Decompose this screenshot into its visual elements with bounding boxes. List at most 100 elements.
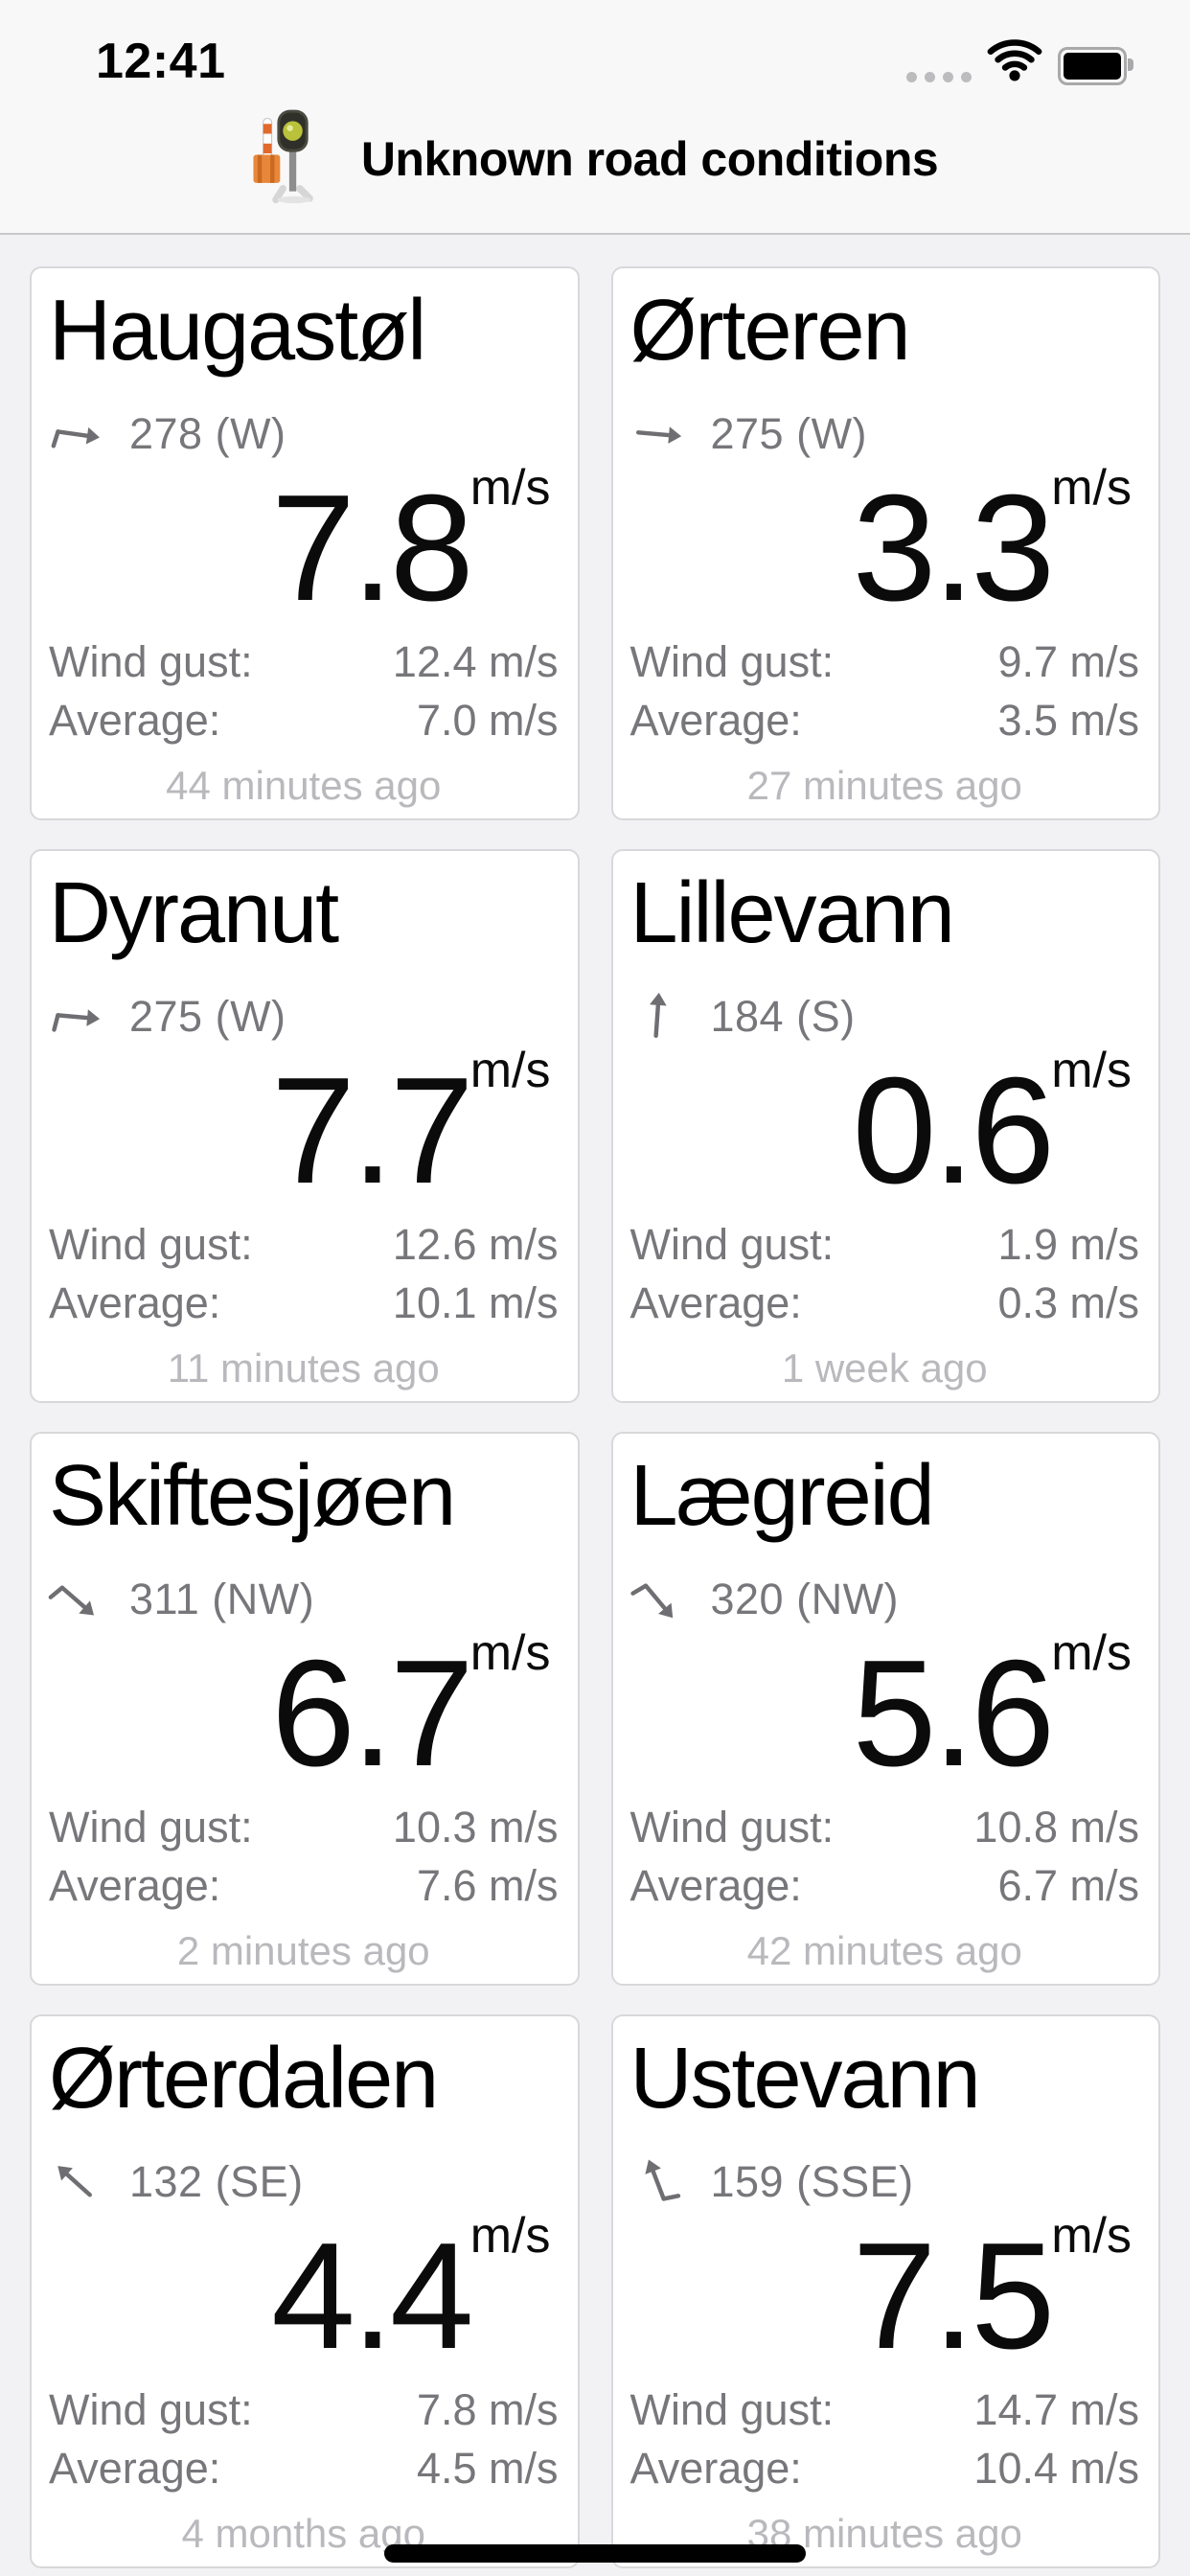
wind-speed-unit: m/s xyxy=(1051,460,1132,517)
wind-gust-value: 14.7 m/s xyxy=(973,2385,1139,2435)
wind-direction-row: 275 (W) xyxy=(49,990,559,1044)
station-card[interactable]: Lægreid 320 (NW) 5.6 m/s Wind gust: xyxy=(610,1432,1160,1986)
wifi-icon xyxy=(987,39,1042,86)
station-card[interactable]: Ørteren 275 (W) 3.3 m/s Wind gust: xyxy=(610,266,1160,820)
last-updated: 11 minutes ago xyxy=(167,1346,440,1391)
wind-average-label: Average: xyxy=(629,1861,802,1911)
wind-average-label: Average: xyxy=(629,696,802,746)
wind-direction-arrow-icon xyxy=(37,2144,113,2220)
wind-gust-value: 12.6 m/s xyxy=(392,1220,559,1270)
wind-average-row: Average: 10.4 m/s xyxy=(630,2443,1140,2496)
station-name: Ustevann xyxy=(629,2031,981,2127)
home-indicator[interactable] xyxy=(384,2544,806,2563)
wind-average-label: Average: xyxy=(49,1278,221,1328)
wind-speed-value: 7.8 xyxy=(271,464,474,633)
station-card[interactable]: Skiftesjøen 311 (NW) 6.7 m/s Wind gus xyxy=(30,1432,580,1986)
wind-speed: 3.3 m/s xyxy=(630,463,1140,624)
wind-average-label: Average: xyxy=(629,2444,802,2494)
wind-stats: Wind gust: 10.3 m/s Average: 7.6 m/s xyxy=(49,1802,559,1913)
station-card[interactable]: Ustevann 159 (SSE) 7.5 m/s Wind gust: xyxy=(610,2014,1160,2568)
wind-stats: Wind gust: 9.7 m/s Average: 3.5 m/s xyxy=(630,636,1140,748)
wind-gust-value: 1.9 m/s xyxy=(997,1220,1139,1270)
wind-speed: 7.5 m/s xyxy=(630,2211,1140,2381)
wind-direction-row: 184 (S) xyxy=(630,990,1140,1044)
wind-direction-arrow-icon xyxy=(622,2147,691,2216)
wind-speed-unit: m/s xyxy=(1051,1043,1132,1099)
status-icons xyxy=(906,39,1133,90)
station-name: Lægreid xyxy=(629,1448,935,1544)
wind-stats: Wind gust: 7.8 m/s Average: 4.5 m/s xyxy=(49,2384,559,2496)
wind-speed: 7.7 m/s xyxy=(49,1046,559,1207)
top-chrome: 12:41 xyxy=(0,0,1190,235)
wind-gust-value: 12.4 m/s xyxy=(392,637,559,687)
station-name: Ørterdalen xyxy=(49,2031,439,2127)
wind-gust-label: Wind gust: xyxy=(49,637,253,687)
wind-average-row: Average: 3.5 m/s xyxy=(630,695,1140,748)
station-name: Lillevann xyxy=(629,865,955,961)
wind-average-label: Average: xyxy=(49,1861,221,1911)
wind-direction-label: 132 (SE) xyxy=(129,2156,304,2206)
status-bar: 12:41 xyxy=(0,0,1190,96)
wind-direction-arrow-icon xyxy=(45,403,105,464)
station-card[interactable]: Ørterdalen 132 (SE) 4.4 m/s Wind gust xyxy=(30,2014,580,2568)
battery-nub xyxy=(1128,58,1133,71)
wind-speed-unit: m/s xyxy=(469,1625,551,1682)
wind-speed-unit: m/s xyxy=(469,1043,551,1099)
wind-gust-row: Wind gust: 12.4 m/s xyxy=(49,636,559,689)
road-signal-icon xyxy=(252,109,336,208)
wind-gust-row: Wind gust: 10.8 m/s xyxy=(630,1802,1140,1854)
wind-average-value: 7.0 m/s xyxy=(416,696,559,746)
station-name: Dyranut xyxy=(49,865,339,961)
wind-speed: 0.6 m/s xyxy=(630,1046,1140,1207)
wind-direction-row: 275 (W) xyxy=(630,407,1140,461)
wind-direction-arrow-icon xyxy=(628,404,686,463)
wind-speed: 7.8 m/s xyxy=(49,463,559,633)
wind-speed-value: 6.7 xyxy=(271,1629,474,1799)
wind-direction-row: 159 (SSE) xyxy=(630,2155,1140,2209)
wind-direction-label: 159 (SSE) xyxy=(710,2156,914,2206)
wind-direction-arrow-icon xyxy=(37,1561,113,1637)
wind-direction-row: 132 (SE) xyxy=(49,2155,559,2209)
station-card[interactable]: Haugastøl 278 (W) 7.8 m/s Wind gust: xyxy=(30,266,580,820)
wind-average-label: Average: xyxy=(49,2444,221,2494)
wind-average-row: Average: 10.1 m/s xyxy=(49,1277,559,1330)
wind-direction-arrow-icon xyxy=(47,987,105,1046)
wind-direction-row: 278 (W) xyxy=(49,407,559,461)
wind-direction-label: 311 (NW) xyxy=(129,1574,315,1623)
wind-speed-unit: m/s xyxy=(469,460,551,517)
last-updated: 1 week ago xyxy=(781,1346,988,1391)
wind-direction-label: 184 (S) xyxy=(710,991,856,1041)
wind-stats: Wind gust: 12.4 m/s Average: 7.0 m/s xyxy=(49,636,559,748)
wind-speed: 6.7 m/s xyxy=(49,1628,559,1799)
wind-direction-row: 311 (NW) xyxy=(48,1573,559,1626)
wind-gust-label: Wind gust: xyxy=(49,2385,253,2435)
station-name: Skiftesjøen xyxy=(49,1448,456,1544)
station-name: Haugastøl xyxy=(49,283,426,379)
wind-gust-row: Wind gust: 14.7 m/s xyxy=(630,2384,1140,2437)
wind-gust-value: 7.8 m/s xyxy=(416,2385,559,2435)
wind-gust-label: Wind gust: xyxy=(629,637,835,687)
wind-average-row: Average: 6.7 m/s xyxy=(630,1860,1140,1913)
battery-icon xyxy=(1058,47,1133,85)
wind-average-row: Average: 7.0 m/s xyxy=(49,695,559,748)
wind-average-value: 4.5 m/s xyxy=(416,2444,559,2494)
wind-gust-label: Wind gust: xyxy=(49,1803,253,1852)
wind-gust-row: Wind gust: 9.7 m/s xyxy=(630,636,1140,689)
wind-direction-label: 275 (W) xyxy=(710,408,868,458)
wind-gust-value: 10.8 m/s xyxy=(973,1803,1139,1852)
last-updated: 44 minutes ago xyxy=(166,763,442,808)
wind-speed-value: 7.5 xyxy=(852,2212,1056,2381)
wind-gust-value: 9.7 m/s xyxy=(997,637,1139,687)
wind-average-value: 7.6 m/s xyxy=(416,1861,559,1911)
wind-speed-value: 5.6 xyxy=(852,1629,1056,1799)
station-card[interactable]: Dyranut 275 (W) 7.7 m/s Wind gust: xyxy=(30,849,580,1403)
wind-average-label: Average: xyxy=(629,1278,802,1328)
wind-stats: Wind gust: 1.9 m/s Average: 0.3 m/s xyxy=(630,1219,1140,1330)
wind-speed-unit: m/s xyxy=(1051,2208,1132,2265)
station-card[interactable]: Lillevann 184 (S) 0.6 m/s Wind gust: xyxy=(610,849,1160,1403)
wind-speed-unit: m/s xyxy=(469,2208,551,2265)
wind-stats: Wind gust: 10.8 m/s Average: 6.7 m/s xyxy=(630,1802,1140,1913)
wind-gust-label: Wind gust: xyxy=(629,2385,835,2435)
page-title: Unknown road conditions xyxy=(360,131,939,186)
wind-stats: Wind gust: 14.7 m/s Average: 10.4 m/s xyxy=(630,2384,1140,2496)
